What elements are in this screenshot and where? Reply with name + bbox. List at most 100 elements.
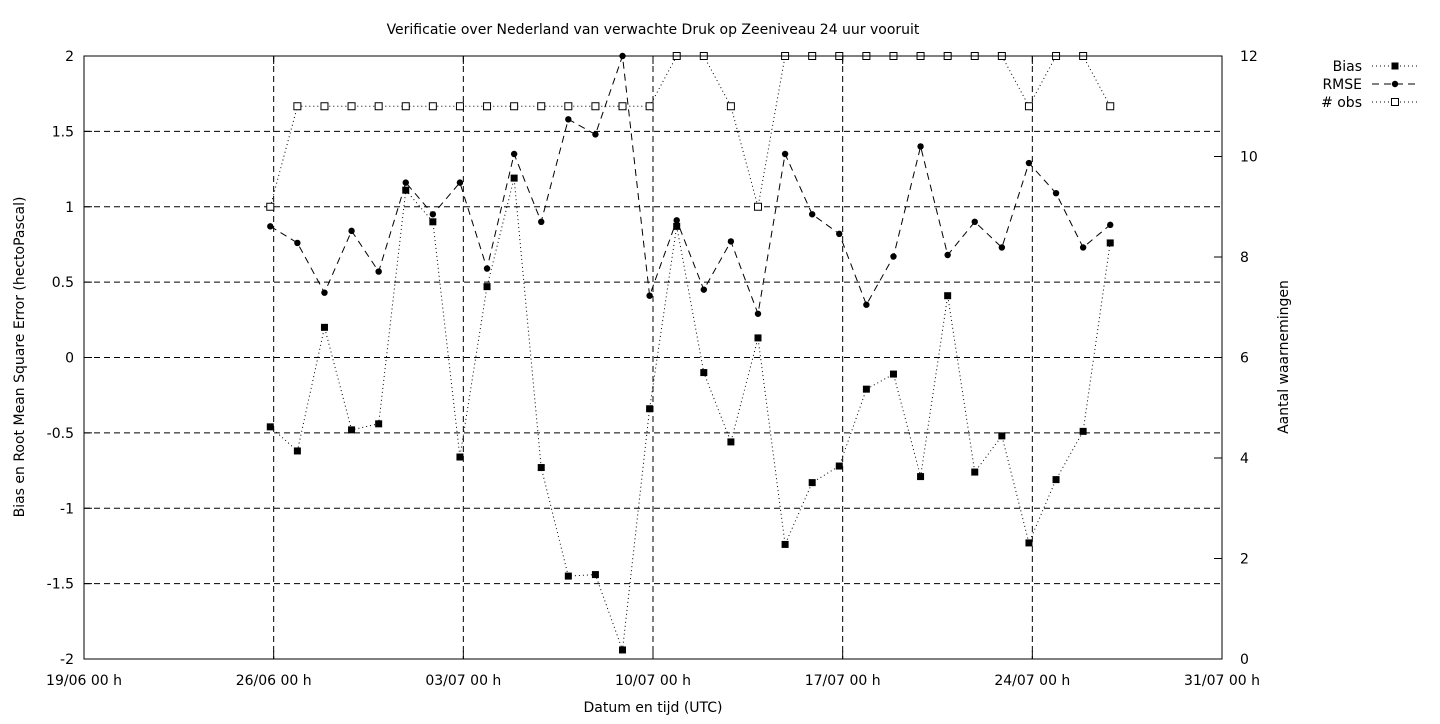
data-point-bias	[808, 479, 816, 487]
data-point-obs	[347, 102, 356, 111]
grid-layer	[84, 56, 1222, 659]
data-point-rmse	[375, 268, 382, 275]
data-point-bias	[781, 540, 789, 548]
data-point-obs	[1024, 102, 1033, 111]
data-point-bias	[619, 646, 627, 654]
data-point-obs	[753, 202, 762, 211]
data-point-bias	[1079, 427, 1087, 435]
data-point-rmse	[321, 289, 328, 296]
data-point-bias	[917, 473, 925, 481]
data-point-bias	[510, 174, 518, 182]
data-point-bias	[293, 447, 301, 455]
data-point-rmse	[456, 179, 464, 186]
x-tick-label: 17/07 00 h	[805, 673, 881, 689]
data-point-bias	[646, 405, 654, 413]
y-tick-label: 1.5	[52, 124, 74, 140]
data-point-obs	[645, 102, 654, 111]
data-point-obs	[401, 102, 410, 111]
data-point-rmse	[294, 239, 301, 247]
series-layer	[266, 52, 1115, 654]
data-point-bias	[456, 453, 464, 461]
data-point-bias	[429, 218, 437, 226]
data-point-rmse	[727, 238, 735, 245]
data-point-rmse	[754, 310, 762, 317]
y2-tick-label: 0	[1240, 652, 1249, 668]
y2-tick-label: 4	[1240, 451, 1249, 467]
data-point-rmse	[944, 251, 951, 259]
x-tick-label: 24/07 00 h	[994, 673, 1070, 689]
data-point-obs	[510, 102, 519, 111]
x-tick-label: 03/07 00 h	[425, 673, 501, 689]
data-point-rmse	[592, 131, 599, 138]
legend-label-obs: # obs	[1321, 95, 1362, 111]
data-point-rmse	[538, 218, 545, 226]
data-point-rmse	[1025, 159, 1033, 167]
legend-marker-rmse	[1391, 80, 1399, 88]
x-tick-label: 19/06 00 h	[46, 673, 122, 689]
data-point-obs	[374, 102, 383, 111]
data-point-bias	[944, 292, 952, 300]
x-axis-label: Datum en tijd (UTC)	[583, 700, 722, 716]
y2-axis-label: Aantal waarnemingen	[1276, 280, 1292, 434]
y-tick-label: 2	[65, 49, 74, 65]
data-point-bias	[862, 385, 870, 393]
data-point-rmse	[483, 265, 491, 272]
data-point-bias	[889, 370, 897, 378]
y2-tick-label: 10	[1240, 150, 1258, 166]
data-point-obs	[483, 102, 492, 111]
data-point-rmse	[781, 150, 789, 158]
data-point-rmse	[890, 253, 897, 260]
y2-tick-label: 12	[1240, 49, 1258, 65]
data-point-rmse	[429, 211, 437, 218]
data-point-bias	[1052, 476, 1060, 484]
data-point-obs	[726, 102, 735, 111]
series-line-bias	[269, 177, 1111, 651]
data-point-rmse	[402, 179, 409, 186]
data-point-bias	[998, 432, 1006, 440]
y-tick-label: 1	[65, 200, 74, 216]
legend-label-rmse: RMSE	[1322, 77, 1362, 93]
chart-title: Verificatie over Nederland van verwachte…	[387, 22, 920, 38]
legend-marker-obs	[1391, 98, 1399, 106]
series-line-rmse	[270, 55, 1111, 316]
data-point-rmse	[267, 223, 274, 230]
data-point-rmse	[971, 218, 978, 226]
data-point-rmse	[700, 286, 708, 293]
data-point-bias	[754, 334, 762, 342]
data-point-bias	[835, 462, 843, 470]
y-axis-label: Bias en Root Mean Square Error (hectoPas…	[12, 197, 28, 518]
x-tick-label: 26/06 00 h	[236, 673, 312, 689]
x-tick-label: 31/07 00 h	[1184, 673, 1260, 689]
data-point-rmse	[863, 301, 870, 308]
data-point-bias	[320, 323, 328, 331]
y-tick-label: -1.5	[47, 577, 74, 593]
data-point-obs	[266, 202, 275, 211]
y-tick-label: -0.5	[47, 426, 74, 442]
data-point-obs	[618, 102, 627, 111]
data-point-bias	[727, 438, 735, 446]
legend: Bias RMSE # obs	[1321, 59, 1418, 111]
data-point-bias	[537, 464, 545, 472]
y-tick-label: -1	[60, 501, 74, 517]
data-point-rmse	[565, 116, 572, 123]
data-point-bias	[591, 571, 599, 579]
data-point-rmse	[673, 217, 680, 224]
x-tick-label: 10/07 00 h	[615, 673, 691, 689]
data-point-rmse	[1052, 189, 1060, 197]
data-point-bias	[1106, 239, 1114, 247]
data-point-rmse	[998, 244, 1006, 251]
data-point-rmse	[510, 150, 518, 158]
data-point-bias	[348, 426, 356, 434]
data-point-rmse	[836, 230, 843, 238]
y2-tick-label: 2	[1240, 552, 1249, 568]
legend-label-bias: Bias	[1333, 59, 1362, 75]
data-point-bias	[266, 423, 274, 431]
data-point-rmse	[808, 211, 816, 218]
data-point-rmse	[348, 227, 355, 235]
data-point-obs	[293, 102, 302, 111]
data-point-obs	[320, 102, 329, 111]
data-point-bias	[402, 186, 410, 194]
y2-tick-label: 8	[1240, 250, 1249, 266]
